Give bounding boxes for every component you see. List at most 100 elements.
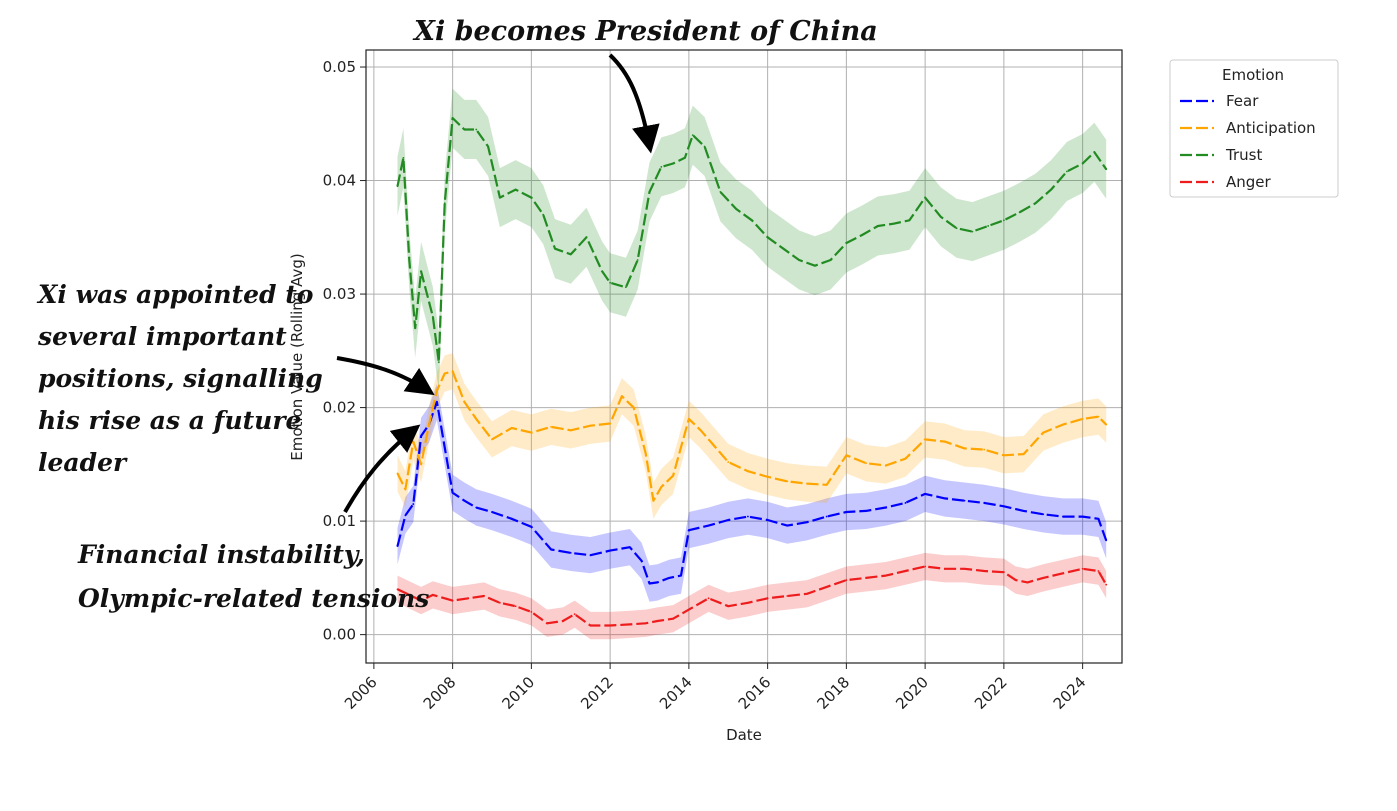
point-anticipation xyxy=(711,443,714,445)
point-anticipation xyxy=(412,440,415,443)
legend-label-fear: Fear xyxy=(1226,92,1259,110)
point-anticipation xyxy=(443,372,446,375)
point-trust xyxy=(845,242,848,244)
point-anticipation xyxy=(699,429,702,432)
point-fear xyxy=(904,502,907,504)
point-anger xyxy=(1062,572,1064,575)
point-trust xyxy=(703,145,706,148)
point-trust xyxy=(437,361,440,364)
point-anger xyxy=(1026,581,1029,584)
point-anticipation xyxy=(463,401,466,403)
y-tick-label: 0.03 xyxy=(323,285,356,303)
point-anticipation xyxy=(1022,453,1025,456)
x-tick-label: 2014 xyxy=(656,673,696,713)
point-trust xyxy=(660,166,663,168)
point-trust xyxy=(766,236,769,239)
point-trust xyxy=(1081,162,1084,165)
point-anticipation xyxy=(589,424,592,427)
legend-title: Emotion xyxy=(1222,66,1284,84)
point-trust xyxy=(396,185,399,188)
point-trust xyxy=(451,117,454,120)
point-anger xyxy=(432,593,434,596)
series-lines xyxy=(396,116,1108,627)
point-fear xyxy=(1062,515,1064,518)
point-anticipation xyxy=(644,452,647,454)
point-trust xyxy=(648,190,651,193)
x-axis-ticks: 2006 2008 2010 2012 2014 2016 2018 2020 2022 2024 xyxy=(341,663,1089,713)
point-anger xyxy=(747,601,749,604)
point-trust xyxy=(939,215,942,218)
point-fear xyxy=(1097,517,1100,520)
point-anticipation xyxy=(1097,415,1100,418)
point-anger xyxy=(1097,570,1100,572)
point-anticipation xyxy=(1042,431,1045,434)
point-fear xyxy=(648,582,651,585)
point-anticipation xyxy=(825,483,828,486)
annotation-xi-president: Xi becomes President of China xyxy=(412,16,878,47)
point-trust xyxy=(735,208,738,210)
point-trust xyxy=(798,259,801,261)
point-trust xyxy=(876,225,879,227)
band-anger xyxy=(397,552,1107,640)
point-fear xyxy=(845,511,848,513)
point-fear xyxy=(687,529,690,532)
point-anger xyxy=(884,574,887,577)
point-anger xyxy=(589,624,592,627)
point-anticipation xyxy=(766,475,769,478)
point-anticipation xyxy=(924,438,927,441)
point-fear xyxy=(825,515,828,518)
point-anger xyxy=(396,588,399,591)
point-trust xyxy=(971,230,974,233)
annotation-xi-appointed-line-2: several important xyxy=(37,322,287,351)
annotation-financial-line-2: Olympic-related tensions xyxy=(78,584,429,613)
point-fear xyxy=(747,515,749,518)
legend: Emotion Fear Anticipation Trust Anger xyxy=(1169,59,1339,198)
point-fear xyxy=(420,435,423,437)
point-fear xyxy=(550,548,552,551)
point-anger xyxy=(451,599,454,602)
plot-area-frame xyxy=(365,49,1123,664)
x-tick-label: 2010 xyxy=(498,673,538,713)
y-tick-label: 0.02 xyxy=(323,399,356,417)
point-trust xyxy=(443,202,446,205)
point-anticipation xyxy=(475,418,478,420)
point-fear xyxy=(510,517,513,520)
point-trust xyxy=(402,156,405,159)
point-trust xyxy=(636,259,639,261)
point-anticipation xyxy=(1081,418,1084,420)
point-anger xyxy=(963,567,966,570)
point-fear xyxy=(589,554,592,557)
x-tick-label: 2016 xyxy=(735,673,775,713)
point-fear xyxy=(569,551,572,554)
band-trust xyxy=(397,88,1107,392)
point-anger xyxy=(825,586,828,588)
line-anger xyxy=(397,565,1108,627)
point-anger xyxy=(644,622,647,625)
point-trust xyxy=(426,293,428,295)
point-trust xyxy=(691,134,694,137)
point-anticipation xyxy=(1062,423,1064,426)
point-trust xyxy=(463,128,466,131)
point-anticipation xyxy=(747,470,749,473)
point-anger xyxy=(628,623,631,626)
point-anticipation xyxy=(1105,423,1108,426)
point-fear xyxy=(1022,509,1025,512)
annotation-xi-appointed-line-1: Xi was appointed to xyxy=(36,280,313,309)
point-trust xyxy=(782,247,785,250)
point-anticipation xyxy=(530,431,533,434)
point-trust xyxy=(908,219,911,222)
point-trust xyxy=(1002,219,1005,222)
point-fear xyxy=(628,546,631,549)
x-tick-label: 2024 xyxy=(1050,673,1090,713)
point-trust xyxy=(414,327,417,330)
point-anger xyxy=(656,620,659,622)
point-anticipation xyxy=(672,474,675,477)
point-fear xyxy=(435,401,438,403)
point-trust xyxy=(514,188,517,191)
x-tick-label: 2008 xyxy=(420,673,460,713)
annotations: Xi becomes President of China Xi was app… xyxy=(36,16,878,613)
annotation-financial-line-1: Financial instability, xyxy=(77,540,365,569)
x-axis-label: Date xyxy=(726,726,762,744)
point-anger xyxy=(530,611,533,613)
